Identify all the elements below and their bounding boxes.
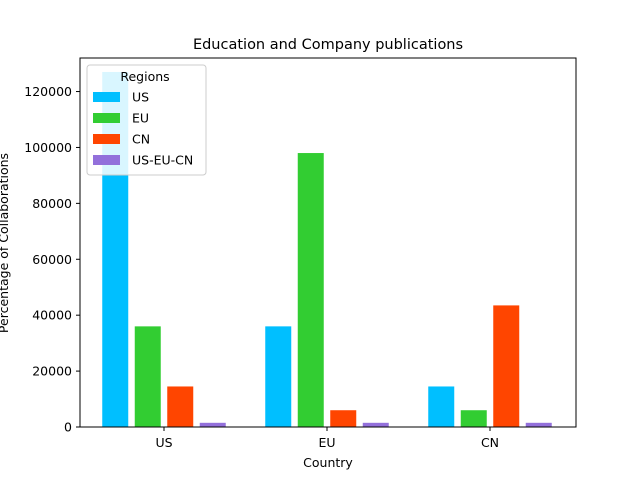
legend: Regions US EU CN US-EU-CN <box>86 64 207 176</box>
bar-eu-us <box>134 326 161 427</box>
x-axis-label: Country <box>303 455 353 470</box>
bar-cn-eu <box>330 410 357 427</box>
x-tick-label: US <box>155 435 172 450</box>
bar-eu-eu <box>297 153 324 427</box>
legend-swatch-cn <box>93 134 120 144</box>
bar-us-eu-cn-eu <box>362 422 389 427</box>
bar-eu-cn <box>460 410 487 427</box>
y-tick-label: 20000 <box>32 364 72 379</box>
bar-cn-cn <box>493 305 520 427</box>
legend-label-eu: EU <box>132 111 149 126</box>
y-tick-label: 0 <box>64 420 72 435</box>
bar-cn-us <box>167 386 194 427</box>
y-tick-label: 40000 <box>32 308 72 323</box>
bar-us-eu <box>265 326 292 427</box>
bar-us-eu-cn-us <box>199 422 226 427</box>
legend-swatch-us-eu-cn <box>93 155 120 165</box>
y-tick-label: 120000 <box>24 84 72 99</box>
y-tick-label: 60000 <box>32 252 72 267</box>
plot-frame <box>79 57 577 428</box>
legend-title: Regions <box>120 69 169 84</box>
legend-label-us-eu-cn: US-EU-CN <box>132 153 193 168</box>
x-tick-label: EU <box>318 435 335 450</box>
legend-swatch-us <box>93 92 120 102</box>
legend-label-us: US <box>132 90 149 105</box>
legend-label-cn: CN <box>132 132 150 147</box>
chart-title: Education and Company publications <box>193 37 463 53</box>
y-tick-label: 100000 <box>24 140 72 155</box>
bar-us-cn <box>428 386 455 427</box>
y-tick-label: 80000 <box>32 196 72 211</box>
axes-layer: 0 20000 40000 60000 80000 100000 120000 US EU CN <box>24 57 577 450</box>
bar-us-eu-cn-cn <box>525 422 552 427</box>
y-axis-label: Percentage of Collaborations <box>0 153 11 333</box>
x-tick-label: CN <box>481 435 499 450</box>
legend-swatch-eu <box>93 113 120 123</box>
